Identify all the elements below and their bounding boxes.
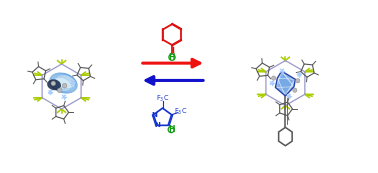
Text: N: N	[155, 122, 160, 128]
Ellipse shape	[50, 73, 77, 93]
Text: H: H	[168, 125, 175, 134]
Circle shape	[296, 79, 300, 83]
Circle shape	[51, 81, 56, 86]
Circle shape	[169, 54, 175, 60]
Text: F$_3$C: F$_3$C	[156, 94, 169, 104]
Polygon shape	[276, 71, 295, 96]
Ellipse shape	[47, 79, 61, 90]
Circle shape	[271, 76, 276, 80]
Text: N: N	[151, 112, 157, 118]
Circle shape	[57, 88, 62, 93]
Polygon shape	[279, 75, 292, 92]
Text: H: H	[169, 53, 175, 62]
Text: F$_3$C: F$_3$C	[174, 107, 187, 117]
Circle shape	[168, 126, 174, 133]
Circle shape	[293, 88, 297, 92]
Circle shape	[62, 83, 67, 88]
